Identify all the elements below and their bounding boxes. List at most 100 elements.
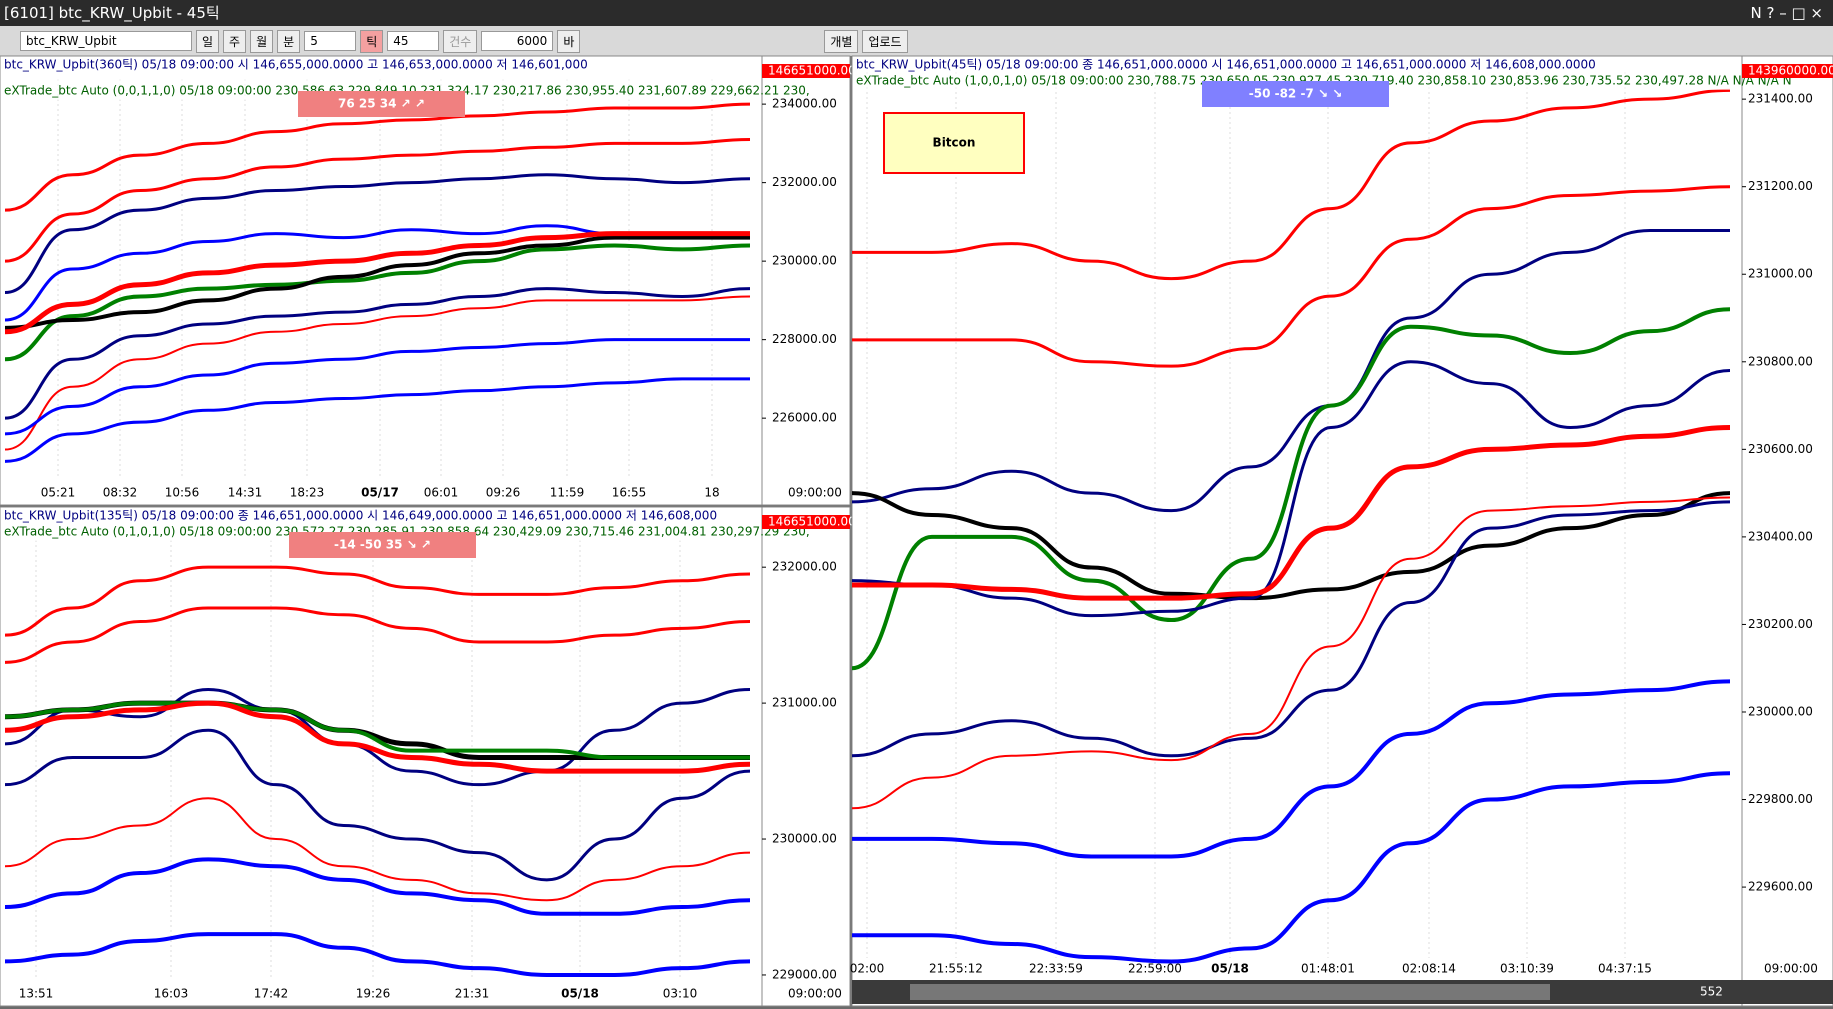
window-controls[interactable]: N ? – □ × [1750, 4, 1824, 22]
x-tick-label: 16:03 [154, 987, 189, 1001]
indicator-header: eXTrade_btc Auto (0,1,0,1,0) 05/18 09:00… [4, 525, 810, 539]
indicator-line [4, 295, 751, 451]
y-tick-label: 230000.00 [1748, 704, 1813, 718]
chart-header: btc_KRW_Upbit(135틱) 05/18 09:00:00 종 146… [4, 509, 717, 523]
day-button[interactable]: 일 [196, 29, 220, 53]
signal-box [289, 532, 476, 558]
indicator-line [851, 496, 1731, 810]
price-tag-bg [1742, 64, 1833, 78]
count-value[interactable]: 6000 [481, 31, 554, 51]
indicator-line [851, 360, 1731, 618]
indicator-line [4, 932, 751, 977]
x-tick-label: 03:10:39 [1500, 962, 1554, 976]
signal-text: 76 25 34 ↗ ↗ [338, 97, 425, 111]
time-label: 09:00:00 [788, 486, 842, 500]
indicator-line [4, 235, 750, 330]
chart-header: btc_KRW_Upbit(45틱) 05/18 09:00:00 종 146,… [856, 58, 1596, 72]
x-tick-label: 22:59:00 [1128, 962, 1182, 976]
indicator-line [851, 491, 1731, 601]
price-tag: 146651000.00 [768, 515, 856, 529]
bar-button[interactable]: 바 [557, 29, 581, 53]
indicator-line [851, 307, 1731, 671]
week-button[interactable]: 주 [223, 29, 247, 53]
x-tick-label: 09:26 [486, 486, 521, 500]
axis-area [1741, 55, 1833, 1007]
x-tick-label: 03:10 [663, 987, 698, 1001]
signal-box [298, 91, 465, 117]
indicator-line [852, 679, 1731, 859]
scroll-value: 552 [1700, 985, 1723, 999]
y-tick-label: 230000.00 [772, 832, 837, 846]
indicator-line [851, 88, 1731, 281]
x-tick-label: 21:31 [455, 987, 490, 1001]
window-title: [6101] btc_KRW_Upbit - 45틱 [4, 4, 220, 22]
y-tick-label: 231000.00 [1748, 267, 1813, 281]
x-tick-label: 02:08:14 [1402, 962, 1456, 976]
tick-button[interactable]: 틱 [360, 29, 384, 53]
y-tick-label: 230000.00 [772, 254, 837, 268]
y-tick-label: 232000.00 [772, 175, 837, 189]
y-tick-label: 229800.00 [1748, 792, 1813, 806]
individual-button[interactable]: 개별 [824, 29, 859, 53]
minute-value[interactable]: 5 [304, 31, 357, 51]
y-tick-label: 228000.00 [772, 332, 837, 346]
minute-button[interactable]: 분 [277, 29, 301, 53]
indicator-line [4, 565, 751, 637]
price-tag-bg [762, 515, 850, 529]
indicator-line [4, 231, 750, 335]
signal-text: -50 -82 -7 ↘ ↘ [1249, 87, 1343, 101]
y-tick-label: 226000.00 [772, 411, 837, 425]
month-button[interactable]: 월 [250, 29, 274, 53]
x-tick-label: 19:26 [356, 987, 391, 1001]
panel-frame [851, 55, 1833, 1007]
y-tick-label: 230200.00 [1748, 617, 1813, 631]
indicator-line [4, 243, 751, 362]
y-tick-label: 231000.00 [772, 696, 837, 710]
indicator-line [4, 338, 750, 436]
x-tick-label: 21:55:12 [929, 962, 983, 976]
badge-text: Bitcon [933, 136, 976, 150]
x-tick-label: 05/17 [361, 486, 399, 500]
y-tick-label: 230400.00 [1748, 529, 1813, 543]
x-tick-label: 11:59 [550, 486, 585, 500]
indicator-line [4, 606, 751, 664]
indicator-line [4, 700, 751, 774]
badge-box [883, 112, 1025, 174]
y-tick-label: 229000.00 [772, 967, 837, 981]
toolbar: btc_KRW_Upbit 일 주 월 분 5 틱 45 건수 6000 바 개… [0, 26, 1833, 56]
indicator-line [4, 701, 750, 760]
indicator-header: eXTrade_btc Auto (0,0,1,1,0) 05/18 09:00… [4, 84, 810, 98]
indicator-line [4, 688, 751, 787]
symbol-box[interactable]: btc_KRW_Upbit [20, 31, 192, 51]
x-tick-label: 14:31 [228, 486, 263, 500]
x-tick-label: 01:48:01 [1301, 962, 1355, 976]
axis-area [761, 55, 851, 506]
y-tick-label: 234000.00 [772, 97, 837, 111]
price-tag: 146651000.00 [768, 64, 856, 78]
x-tick-label: 05/18 [1211, 962, 1249, 976]
x-tick-label: 02:00 [850, 962, 885, 976]
y-tick-label: 229600.00 [1748, 880, 1813, 894]
indicator-header: eXTrade_btc Auto (1,0,0,1,0) 05/18 09:00… [856, 74, 1792, 88]
indicator-line [4, 377, 750, 463]
count-button[interactable]: 건수 [443, 29, 478, 53]
indicator-line [852, 185, 1731, 368]
indicator-line [851, 424, 1731, 601]
price-tag-bg [762, 64, 850, 78]
scroll-preview [910, 984, 1550, 1000]
x-tick-label: 16:55 [612, 486, 647, 500]
x-tick-label: 06:01 [424, 486, 459, 500]
tick-value[interactable]: 45 [387, 31, 440, 51]
signal-text: -14 -50 35 ↘ ↗ [334, 538, 431, 552]
x-tick-label: 05:21 [41, 486, 76, 500]
axis-area [761, 506, 851, 1007]
x-tick-label: 04:37:15 [1598, 962, 1652, 976]
title-bar: [6101] btc_KRW_Upbit - 45틱 N ? – □ × [0, 0, 1833, 26]
y-tick-label: 232000.00 [772, 560, 837, 574]
y-tick-label: 230600.00 [1748, 442, 1813, 456]
indicator-line [4, 287, 751, 420]
upload-button[interactable]: 업로드 [862, 29, 908, 53]
y-tick-label: 231200.00 [1748, 179, 1813, 193]
x-tick-label: 18 [704, 486, 719, 500]
